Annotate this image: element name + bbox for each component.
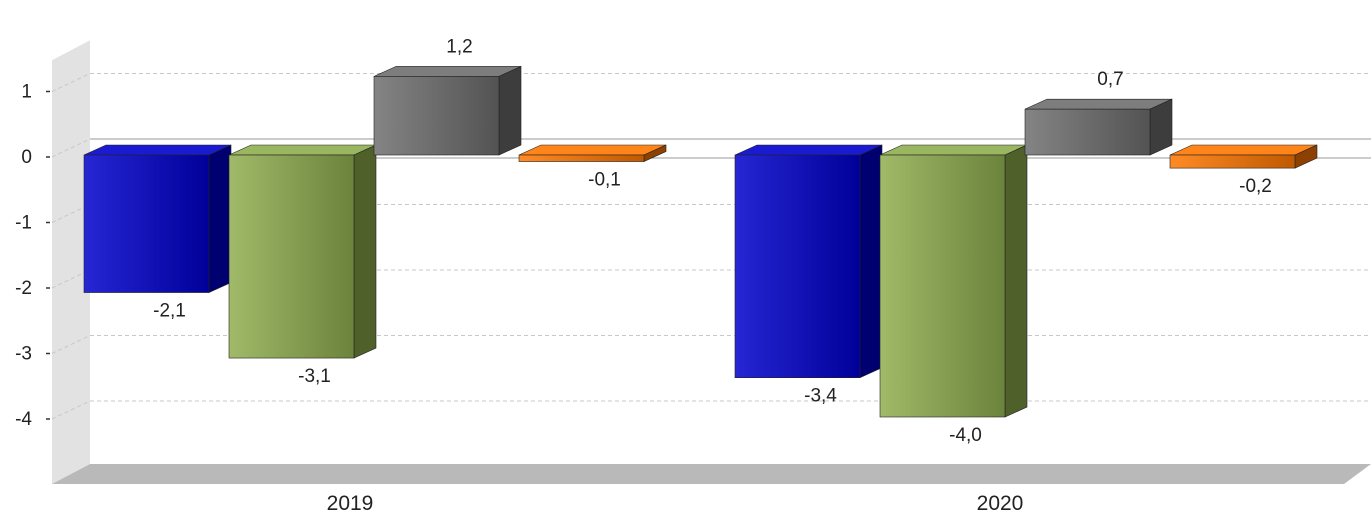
data-label-2019-series-3: 1,2 — [446, 36, 472, 57]
bar-front-face — [228, 154, 355, 359]
bar-side-face — [859, 144, 883, 379]
data-label-2020-series-1: -3,4 — [804, 386, 837, 407]
y-tick-label: -1 — [15, 213, 32, 234]
y-axis: 1 0 -1 -2 -3 -4 — [15, 82, 50, 430]
chart-walls — [52, 40, 1371, 484]
bar-side-face — [353, 144, 377, 359]
bar-2019-series-4 — [518, 144, 667, 163]
bar-2020-series-4 — [1169, 144, 1318, 169]
bar-2019-series-1 — [83, 144, 232, 294]
data-label-2020-series-2: -4,0 — [949, 425, 982, 446]
bar-front-face — [83, 154, 210, 293]
y-tick-label: -2 — [15, 278, 32, 299]
bar-front-face — [373, 76, 500, 156]
gridline-wall — [51, 138, 91, 158]
gridline-wall — [51, 73, 91, 92]
data-labels: -2,1 -3,1 1,2 -0,1 -3,4 -4,0 0,7 -0,2 — [153, 36, 1272, 446]
bar-top-face — [518, 144, 667, 156]
bar-side-face — [208, 144, 232, 294]
bar-2020-series-2 — [879, 144, 1028, 418]
bar-top-face — [879, 144, 1028, 156]
bar-top-face — [1024, 98, 1173, 110]
bar-top-face — [83, 144, 232, 156]
y-tick-label: 1 — [21, 82, 32, 103]
data-label-2019-series-4: -0,1 — [588, 170, 621, 191]
bar-front-face — [1024, 108, 1151, 156]
bar-front-face — [734, 154, 861, 378]
y-tick-label: -4 — [15, 409, 32, 430]
gridline-wall — [51, 335, 91, 354]
bar-top-face — [1169, 144, 1318, 156]
gridline-wall — [51, 269, 91, 289]
bar-2020-series-1 — [734, 144, 883, 379]
bar-front-face — [1169, 154, 1296, 169]
bar-side-face — [1004, 144, 1028, 418]
gridline-wall — [51, 204, 91, 223]
x-tick-label-2020: 2020 — [977, 492, 1024, 513]
bar-front-face — [518, 154, 645, 162]
bar-front-face — [879, 154, 1006, 418]
y-tick-label: 0 — [21, 147, 32, 168]
data-label-2019-series-1: -2,1 — [153, 301, 186, 322]
bar-side-face — [1149, 98, 1173, 156]
floor — [52, 464, 1371, 484]
bar-top-face — [228, 144, 377, 156]
bar-2019-series-3 — [373, 65, 522, 156]
bar-side-face — [498, 65, 522, 156]
y-tick-label: -3 — [15, 344, 32, 365]
data-label-2020-series-4: -0,2 — [1239, 176, 1272, 197]
bar-2020-series-3 — [1024, 98, 1173, 156]
bar-2019-series-2 — [228, 144, 377, 359]
x-tick-label-2019: 2019 — [327, 492, 374, 513]
data-label-2019-series-2: -3,1 — [298, 366, 331, 387]
left-wall — [52, 40, 90, 484]
bar-top-face — [734, 144, 883, 156]
x-axis: 2019 2020 — [327, 492, 1024, 515]
gridline-wall — [51, 400, 91, 420]
data-label-2020-series-3: 0,7 — [1097, 69, 1123, 90]
bars — [83, 65, 1318, 418]
bar-top-face — [373, 66, 522, 77]
